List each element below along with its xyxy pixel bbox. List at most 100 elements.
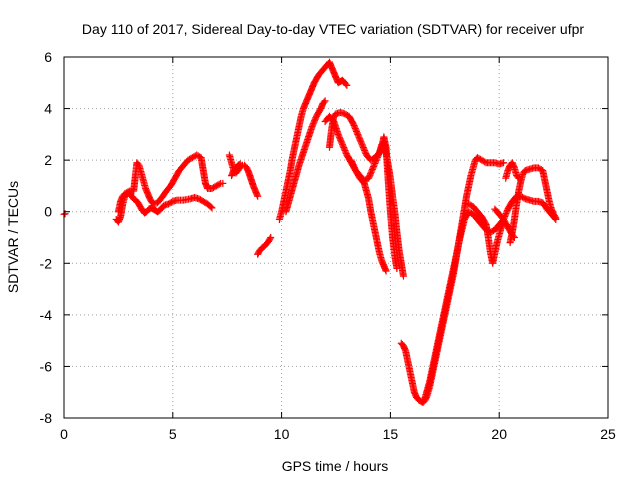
data-point bbox=[510, 234, 518, 241]
data-point bbox=[334, 130, 342, 138]
data-point bbox=[310, 118, 318, 126]
data-point bbox=[371, 158, 379, 166]
data-point bbox=[348, 159, 356, 167]
data-point bbox=[335, 133, 343, 141]
data-point bbox=[337, 138, 345, 146]
data-point bbox=[357, 138, 365, 146]
data-point bbox=[361, 147, 369, 155]
data-point bbox=[509, 232, 517, 240]
data-point bbox=[339, 141, 347, 149]
data-point bbox=[367, 170, 375, 178]
x-tick-label: 10 bbox=[274, 426, 290, 442]
y-tick-label: 6 bbox=[44, 49, 52, 65]
data-point bbox=[215, 180, 223, 188]
data-point bbox=[365, 173, 373, 181]
data-point bbox=[353, 129, 361, 137]
data-point bbox=[335, 132, 343, 140]
data-point bbox=[366, 171, 374, 179]
data-point bbox=[360, 145, 368, 153]
data-point bbox=[219, 179, 227, 187]
data-point bbox=[236, 160, 244, 168]
data-point bbox=[350, 164, 358, 172]
data-point bbox=[503, 208, 511, 216]
data-point bbox=[338, 139, 346, 147]
data-point bbox=[373, 154, 381, 162]
data-point bbox=[340, 144, 348, 152]
data-point bbox=[308, 123, 316, 131]
data-point bbox=[343, 81, 351, 89]
data-point bbox=[309, 120, 317, 128]
data-point bbox=[359, 144, 367, 152]
data-point bbox=[150, 200, 158, 208]
data-point bbox=[368, 165, 376, 173]
y-tick-label: -4 bbox=[40, 307, 53, 323]
plot-frame bbox=[63, 56, 609, 419]
data-point bbox=[368, 167, 376, 175]
series-0 bbox=[60, 58, 560, 407]
data-point bbox=[351, 124, 359, 132]
data-point bbox=[374, 152, 382, 160]
data-point bbox=[375, 149, 383, 157]
data-point bbox=[356, 136, 364, 144]
data-point bbox=[267, 234, 275, 241]
data-point bbox=[208, 204, 216, 212]
data-point bbox=[337, 136, 345, 144]
x-axis-label: GPS time / hours bbox=[282, 458, 389, 474]
data-point bbox=[500, 159, 508, 167]
data-point bbox=[320, 98, 328, 106]
data-point bbox=[336, 135, 344, 143]
data-point bbox=[254, 192, 262, 200]
data-point bbox=[514, 173, 522, 181]
data-point bbox=[355, 133, 363, 141]
y-axis-label: SDTVAR / TECUs bbox=[5, 181, 21, 293]
data-point bbox=[372, 157, 380, 165]
y-tick-label: 2 bbox=[44, 152, 52, 168]
data-point bbox=[342, 80, 350, 88]
data-point bbox=[359, 142, 367, 150]
data-point bbox=[349, 120, 357, 128]
data-points bbox=[60, 58, 560, 407]
data-point bbox=[370, 162, 378, 170]
y-tick-label: -2 bbox=[40, 255, 53, 271]
data-point bbox=[354, 132, 362, 140]
data-point bbox=[348, 158, 356, 166]
data-point bbox=[347, 156, 355, 164]
data-point bbox=[321, 97, 329, 105]
y-tick-label: -8 bbox=[40, 410, 53, 426]
data-point bbox=[393, 264, 401, 272]
data-point bbox=[551, 213, 559, 221]
data-point bbox=[502, 210, 510, 218]
data-point bbox=[552, 214, 560, 222]
x-tick-label: 25 bbox=[600, 426, 616, 442]
data-point bbox=[373, 155, 381, 163]
data-point bbox=[399, 272, 407, 280]
data-point bbox=[266, 235, 274, 243]
data-point bbox=[353, 127, 361, 135]
x-tick-label: 0 bbox=[60, 426, 68, 442]
data-point bbox=[369, 164, 377, 172]
data-point bbox=[350, 162, 358, 170]
data-point bbox=[207, 203, 215, 211]
data-point bbox=[375, 151, 383, 159]
x-tick-label: 15 bbox=[383, 426, 399, 442]
data-point bbox=[340, 145, 348, 153]
data-point bbox=[357, 139, 365, 147]
data-point bbox=[361, 148, 369, 156]
data-point bbox=[370, 161, 378, 169]
x-tick-label: 20 bbox=[491, 426, 507, 442]
data-point bbox=[235, 161, 243, 169]
axes: 0 5 10 15 20 25 -8 -6 -4 -2 0 2 4 6 bbox=[40, 49, 616, 442]
data-point bbox=[367, 168, 375, 176]
data-point bbox=[341, 147, 349, 155]
data-point bbox=[350, 122, 358, 130]
y-tick-label: 0 bbox=[44, 204, 52, 220]
data-point bbox=[382, 267, 390, 275]
data-point bbox=[365, 174, 373, 182]
data-point bbox=[342, 148, 350, 156]
y-tick-label: -6 bbox=[40, 358, 53, 374]
data-point bbox=[311, 117, 319, 125]
data-point bbox=[309, 121, 317, 129]
